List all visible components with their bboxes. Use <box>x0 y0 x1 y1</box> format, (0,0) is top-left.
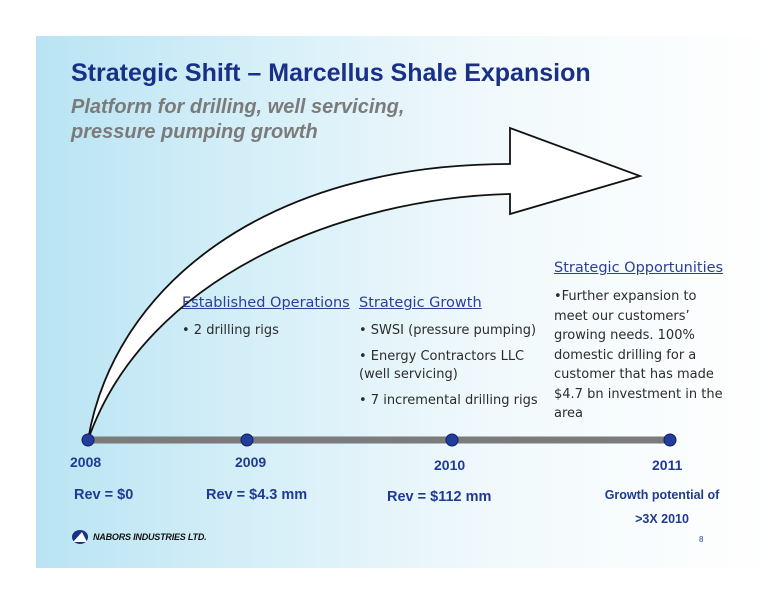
timeline-dot-2011 <box>663 433 677 447</box>
company-logo: NABORS INDUSTRIES LTD. <box>71 529 207 545</box>
year-label-2010: 2010 <box>434 457 466 473</box>
company-logo-text: NABORS INDUSTRIES LTD. <box>93 532 207 542</box>
revenue-2009: Rev = $4.3 mm <box>206 487 308 503</box>
revenue-2011-growth-potential: Growth potential of >3X 2010 <box>604 488 720 526</box>
strategic-growth-column: Strategic Growth • SWSI (pressure pumpin… <box>359 294 539 418</box>
slide-subtitle: Platform for drilling, well servicing, p… <box>71 96 405 143</box>
established-operations-item: • 2 drilling rigs <box>182 323 279 338</box>
page-number: 8 <box>699 535 704 544</box>
revenue-2010: Rev = $112 mm <box>387 489 492 505</box>
strategic-opportunities-text: •Further expansion to meet our customers… <box>554 289 723 421</box>
year-label-2008: 2008 <box>70 454 102 470</box>
established-operations-heading: Established Operations <box>182 295 350 311</box>
slide: Strategic Shift – Marcellus Shale Expans… <box>36 36 776 568</box>
timeline-dot-2009 <box>240 433 254 447</box>
established-operations-column: Established Operations • 2 drilling rigs <box>182 294 362 348</box>
slide-title: Strategic Shift – Marcellus Shale Expans… <box>71 59 591 87</box>
year-label-2009: 2009 <box>235 454 267 470</box>
nabors-logo-icon <box>72 530 88 544</box>
strategic-growth-item: • 7 incremental drilling rigs <box>359 393 538 408</box>
timeline-dot-2008 <box>81 433 95 447</box>
growth-arrow <box>87 126 643 441</box>
slide-artwork <box>81 126 677 447</box>
year-label-2011: 2011 <box>652 457 683 473</box>
strategic-growth-heading: Strategic Growth <box>359 295 482 311</box>
strategic-opportunities-heading: Strategic Opportunities <box>554 260 724 276</box>
strategic-growth-item: • Energy Contractors LLC (well servicing… <box>359 349 525 382</box>
strategic-growth-item: • SWSI (pressure pumping) <box>359 323 537 338</box>
revenue-2008: Rev = $0 <box>74 487 134 503</box>
strategic-opportunities-column: Strategic Opportunities •Further expansi… <box>554 259 730 424</box>
timeline-dot-2010 <box>445 433 459 447</box>
